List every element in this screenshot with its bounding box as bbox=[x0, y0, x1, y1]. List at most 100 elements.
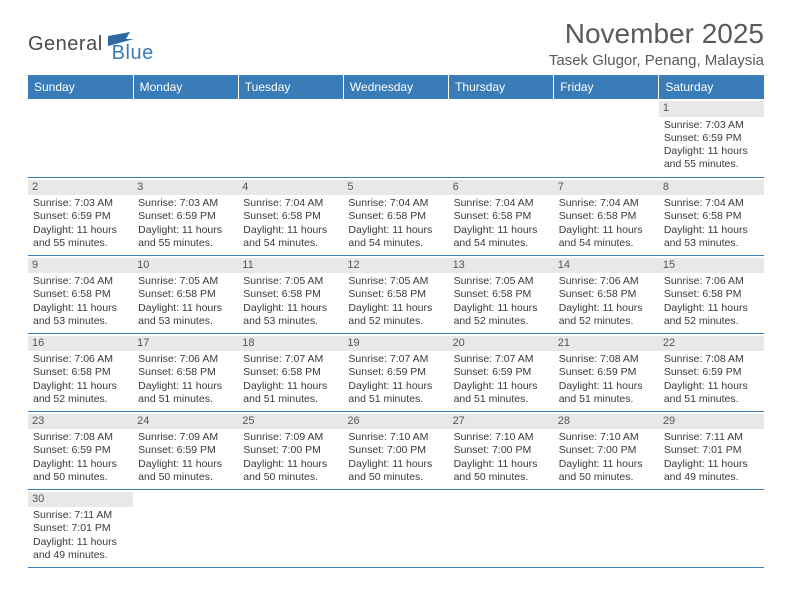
daylight-text: and 51 minutes. bbox=[348, 393, 443, 406]
calendar-day: 4Sunrise: 7:04 AMSunset: 6:58 PMDaylight… bbox=[238, 177, 343, 255]
daylight-text: Daylight: 11 hours bbox=[664, 145, 759, 158]
daylight-text: Daylight: 11 hours bbox=[33, 380, 128, 393]
calendar-day: 22Sunrise: 7:08 AMSunset: 6:59 PMDayligh… bbox=[659, 333, 764, 411]
sunset-text: Sunset: 6:58 PM bbox=[138, 366, 233, 379]
daylight-text: Daylight: 11 hours bbox=[559, 224, 654, 237]
daylight-text: and 55 minutes. bbox=[33, 237, 128, 250]
day-number: 27 bbox=[449, 414, 554, 430]
sunrise-text: Sunrise: 7:05 AM bbox=[348, 275, 443, 288]
day-number: 22 bbox=[659, 336, 764, 352]
daylight-text: Daylight: 11 hours bbox=[559, 302, 654, 315]
calendar-day: 21Sunrise: 7:08 AMSunset: 6:59 PMDayligh… bbox=[554, 333, 659, 411]
day-header: Thursday bbox=[449, 75, 554, 99]
daylight-text: and 54 minutes. bbox=[243, 237, 338, 250]
daylight-text: and 49 minutes. bbox=[33, 549, 128, 562]
day-number: 29 bbox=[659, 414, 764, 430]
calendar-day: 2Sunrise: 7:03 AMSunset: 6:59 PMDaylight… bbox=[28, 177, 133, 255]
sunrise-text: Sunrise: 7:07 AM bbox=[454, 353, 549, 366]
daylight-text: Daylight: 11 hours bbox=[348, 458, 443, 471]
day-number: 30 bbox=[28, 492, 133, 508]
day-number: 16 bbox=[28, 336, 133, 352]
daylight-text: Daylight: 11 hours bbox=[559, 458, 654, 471]
day-number: 13 bbox=[449, 258, 554, 274]
day-number: 2 bbox=[28, 180, 133, 196]
calendar-day: 16Sunrise: 7:06 AMSunset: 6:58 PMDayligh… bbox=[28, 333, 133, 411]
day-number: 1 bbox=[659, 101, 764, 117]
daylight-text: Daylight: 11 hours bbox=[559, 380, 654, 393]
day-number: 24 bbox=[133, 414, 238, 430]
daylight-text: Daylight: 11 hours bbox=[664, 302, 759, 315]
calendar-day: 23Sunrise: 7:08 AMSunset: 6:59 PMDayligh… bbox=[28, 411, 133, 489]
day-number: 7 bbox=[554, 180, 659, 196]
sunset-text: Sunset: 6:59 PM bbox=[454, 366, 549, 379]
sunset-text: Sunset: 6:59 PM bbox=[664, 132, 759, 145]
calendar-day-empty bbox=[554, 99, 659, 177]
sunset-text: Sunset: 6:58 PM bbox=[138, 288, 233, 301]
daylight-text: Daylight: 11 hours bbox=[243, 380, 338, 393]
calendar-day: 30Sunrise: 7:11 AMSunset: 7:01 PMDayligh… bbox=[28, 489, 133, 567]
calendar-day: 27Sunrise: 7:10 AMSunset: 7:00 PMDayligh… bbox=[449, 411, 554, 489]
sunrise-text: Sunrise: 7:07 AM bbox=[348, 353, 443, 366]
calendar-day: 18Sunrise: 7:07 AMSunset: 6:58 PMDayligh… bbox=[238, 333, 343, 411]
sunrise-text: Sunrise: 7:03 AM bbox=[33, 197, 128, 210]
calendar-day: 15Sunrise: 7:06 AMSunset: 6:58 PMDayligh… bbox=[659, 255, 764, 333]
day-number: 21 bbox=[554, 336, 659, 352]
calendar-day-empty bbox=[449, 99, 554, 177]
sunrise-text: Sunrise: 7:08 AM bbox=[559, 353, 654, 366]
sunset-text: Sunset: 7:00 PM bbox=[243, 444, 338, 457]
calendar-day-empty bbox=[133, 99, 238, 177]
sunset-text: Sunset: 6:58 PM bbox=[454, 288, 549, 301]
calendar-day-empty bbox=[343, 99, 448, 177]
sunset-text: Sunset: 7:00 PM bbox=[348, 444, 443, 457]
sunset-text: Sunset: 6:58 PM bbox=[243, 210, 338, 223]
sunset-text: Sunset: 6:59 PM bbox=[33, 210, 128, 223]
day-number: 26 bbox=[343, 414, 448, 430]
daylight-text: and 54 minutes. bbox=[559, 237, 654, 250]
calendar-day: 19Sunrise: 7:07 AMSunset: 6:59 PMDayligh… bbox=[343, 333, 448, 411]
sunrise-text: Sunrise: 7:11 AM bbox=[33, 509, 128, 522]
day-number: 23 bbox=[28, 414, 133, 430]
sunset-text: Sunset: 6:58 PM bbox=[454, 210, 549, 223]
sunrise-text: Sunrise: 7:06 AM bbox=[559, 275, 654, 288]
daylight-text: and 50 minutes. bbox=[243, 471, 338, 484]
daylight-text: Daylight: 11 hours bbox=[454, 458, 549, 471]
calendar-day: 25Sunrise: 7:09 AMSunset: 7:00 PMDayligh… bbox=[238, 411, 343, 489]
day-number: 9 bbox=[28, 258, 133, 274]
day-number: 5 bbox=[343, 180, 448, 196]
sunrise-text: Sunrise: 7:04 AM bbox=[243, 197, 338, 210]
sunrise-text: Sunrise: 7:03 AM bbox=[664, 119, 759, 132]
daylight-text: and 53 minutes. bbox=[664, 237, 759, 250]
daylight-text: and 53 minutes. bbox=[138, 315, 233, 328]
sunset-text: Sunset: 6:58 PM bbox=[664, 288, 759, 301]
sunset-text: Sunset: 6:59 PM bbox=[559, 366, 654, 379]
logo-text-sub: Blue bbox=[112, 42, 154, 65]
sunset-text: Sunset: 6:58 PM bbox=[243, 288, 338, 301]
daylight-text: and 52 minutes. bbox=[559, 315, 654, 328]
sunset-text: Sunset: 6:58 PM bbox=[559, 210, 654, 223]
daylight-text: and 51 minutes. bbox=[559, 393, 654, 406]
sunset-text: Sunset: 6:59 PM bbox=[33, 444, 128, 457]
day-header: Wednesday bbox=[343, 75, 448, 99]
daylight-text: and 50 minutes. bbox=[138, 471, 233, 484]
sunrise-text: Sunrise: 7:09 AM bbox=[138, 431, 233, 444]
calendar-week: 1 Sunrise: 7:03 AMSunset: 6:59 PMDaylight… bbox=[28, 99, 764, 177]
daylight-text: Daylight: 11 hours bbox=[33, 302, 128, 315]
day-number: 14 bbox=[554, 258, 659, 274]
daylight-text: Daylight: 11 hours bbox=[348, 224, 443, 237]
daylight-text: and 54 minutes. bbox=[454, 237, 549, 250]
sunrise-text: Sunrise: 7:04 AM bbox=[559, 197, 654, 210]
daylight-text: Daylight: 11 hours bbox=[243, 458, 338, 471]
sunset-text: Sunset: 6:58 PM bbox=[559, 288, 654, 301]
daylight-text: and 51 minutes. bbox=[243, 393, 338, 406]
sunrise-text: Sunrise: 7:04 AM bbox=[33, 275, 128, 288]
sunrise-text: Sunrise: 7:04 AM bbox=[348, 197, 443, 210]
calendar-week: 2Sunrise: 7:03 AMSunset: 6:59 PMDaylight… bbox=[28, 177, 764, 255]
calendar-day: 29Sunrise: 7:11 AMSunset: 7:01 PMDayligh… bbox=[659, 411, 764, 489]
sunset-text: Sunset: 6:59 PM bbox=[138, 210, 233, 223]
sunrise-text: Sunrise: 7:03 AM bbox=[138, 197, 233, 210]
calendar-day: 14Sunrise: 7:06 AMSunset: 6:58 PMDayligh… bbox=[554, 255, 659, 333]
daylight-text: and 49 minutes. bbox=[664, 471, 759, 484]
day-number: 19 bbox=[343, 336, 448, 352]
calendar-day: 24Sunrise: 7:09 AMSunset: 6:59 PMDayligh… bbox=[133, 411, 238, 489]
calendar-day: 10Sunrise: 7:05 AMSunset: 6:58 PMDayligh… bbox=[133, 255, 238, 333]
